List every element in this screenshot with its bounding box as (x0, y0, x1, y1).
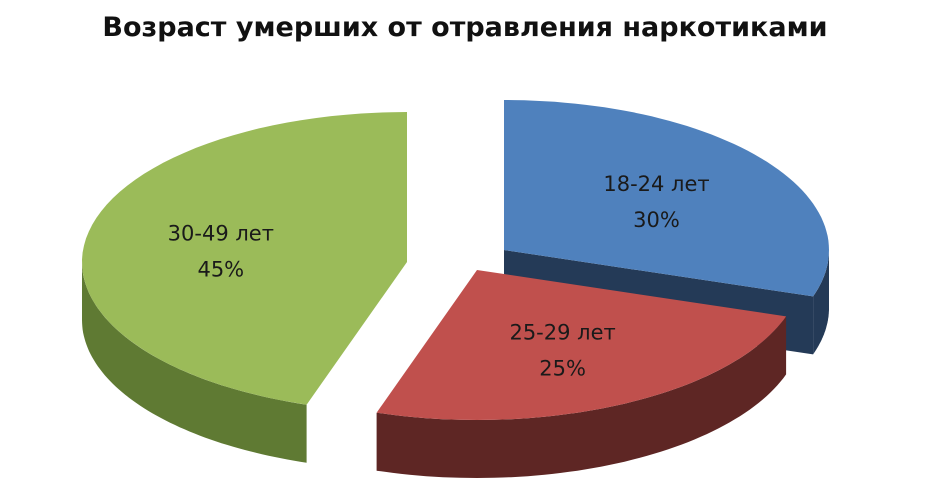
slice-2-category-label: 25-29 лет (509, 321, 615, 345)
slice-2-value-label: 25% (539, 357, 586, 381)
pie-slice-1-side (813, 250, 829, 355)
pie-slice-3 (82, 112, 407, 463)
pie-slice-2 (376, 270, 787, 478)
pie-slice-2-top (376, 270, 787, 420)
chart-title: Возраст умерших от отравления наркотикам… (102, 12, 828, 43)
pie-slice-3-side (82, 262, 307, 463)
slice-1-category-label: 18-24 лет (603, 172, 709, 196)
pie-slice-3-top (82, 112, 407, 405)
slice-3-category-label: 30-49 лет (168, 221, 274, 245)
pie-slice-1-top (504, 100, 829, 297)
pie-slice-2-side (376, 316, 787, 478)
slices-layer (82, 100, 829, 478)
slice-3-value-label: 45% (197, 257, 244, 281)
labels-layer: 18-24 лет 30% 25-29 лет 25% 30-49 лет 45% (168, 172, 710, 381)
slice-1-value-label: 30% (633, 208, 680, 232)
